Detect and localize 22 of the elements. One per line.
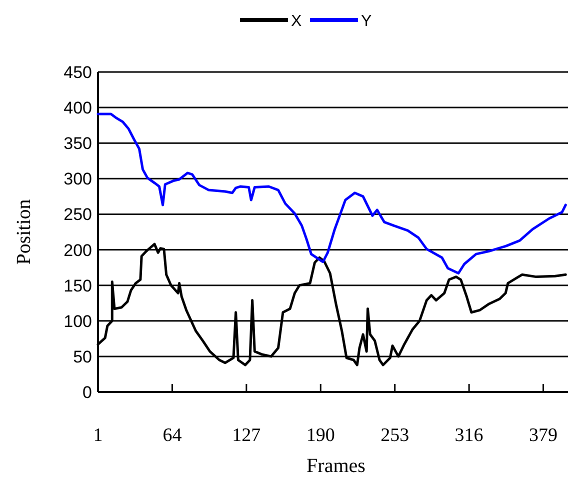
legend-label: Y — [361, 13, 372, 30]
x-axis-title: Frames — [306, 455, 366, 477]
y-tick-label: 400 — [64, 98, 92, 118]
line-series — [96, 112, 567, 274]
x-tick-label: 127 — [232, 425, 261, 446]
x-tick-label: 316 — [454, 425, 484, 446]
y-tick-label: 50 — [73, 347, 92, 366]
x-tick-label: 190 — [306, 425, 335, 446]
x-tick-label: 64 — [162, 425, 182, 446]
x-tick-label: 1 — [93, 425, 103, 446]
x-tick-label: 379 — [529, 425, 558, 446]
y-tick-label: 450 — [64, 63, 92, 82]
y-tick-label: 350 — [64, 134, 92, 154]
y-tick-label: 150 — [64, 276, 92, 296]
y-tick-label: 200 — [64, 240, 92, 260]
y-tick-label: 300 — [64, 170, 92, 189]
legend-label: X — [291, 13, 302, 30]
y-tick-label: 250 — [64, 205, 92, 224]
y-axis-title: Position — [13, 199, 35, 265]
y-tick-label: 100 — [64, 312, 92, 331]
x-tick-label: 253 — [380, 425, 410, 446]
y-tick-label: 0 — [82, 383, 92, 402]
